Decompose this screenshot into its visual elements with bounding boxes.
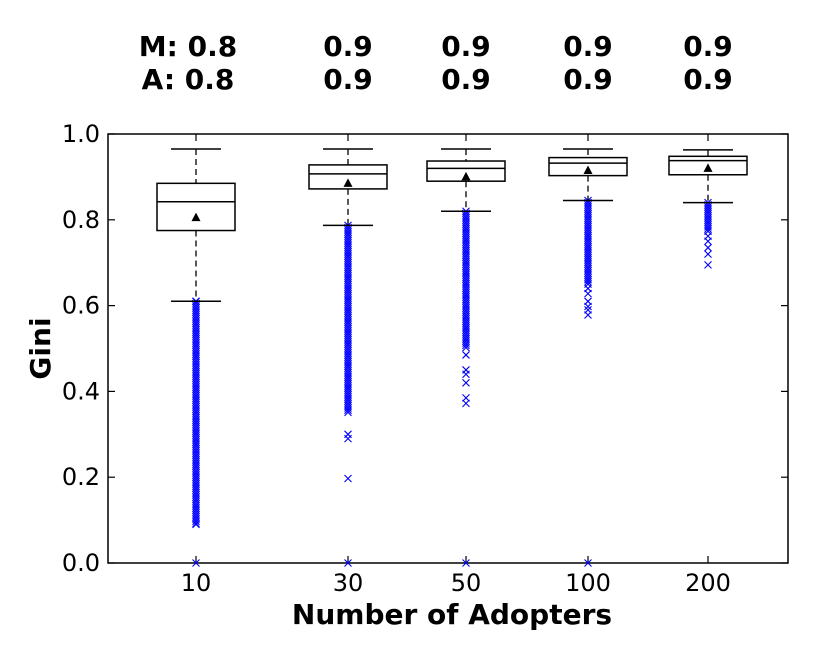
box-30 xyxy=(308,148,388,567)
y-axis-label: Gini xyxy=(24,317,57,379)
x-tick-label: 100 xyxy=(565,569,611,597)
x-tick-label: 30 xyxy=(333,569,364,597)
y-tick-label: 1.0 xyxy=(62,120,100,148)
box-10 xyxy=(156,148,236,567)
annotation-m-value: 0.9 xyxy=(323,30,373,63)
annotation-m-value: 0.9 xyxy=(683,30,733,63)
y-tick-label: 0.4 xyxy=(62,377,100,405)
outlier-point xyxy=(192,519,200,528)
y-tick-label: 0.6 xyxy=(62,292,100,320)
outlier-point xyxy=(344,430,352,439)
outlier-point xyxy=(462,343,470,352)
outlier-point xyxy=(462,393,470,402)
outlier-point xyxy=(462,341,470,350)
mean-marker xyxy=(583,165,593,174)
outlier-point xyxy=(344,559,352,567)
annotation-m-value: M: 0.8 xyxy=(139,30,237,63)
box-200 xyxy=(668,149,748,269)
y-tick-label: 0.0 xyxy=(62,549,100,577)
annotation-m-value: 0.9 xyxy=(563,30,613,63)
outlier-point xyxy=(704,232,712,240)
outlier-point xyxy=(462,366,470,374)
mean-marker xyxy=(703,163,713,172)
outlier-point xyxy=(584,297,592,306)
x-tick-label: 10 xyxy=(181,569,212,597)
outlier-point xyxy=(584,306,592,314)
outlier-point xyxy=(704,250,712,259)
box-50 xyxy=(426,148,506,567)
outlier-point xyxy=(462,559,470,567)
mean-marker xyxy=(191,212,201,222)
outlier-point xyxy=(704,243,712,252)
mean-marker xyxy=(343,178,353,187)
outlier-point xyxy=(344,406,352,415)
x-tick-label: 200 xyxy=(685,569,731,597)
box-iqr xyxy=(156,182,236,232)
box-100 xyxy=(548,148,628,567)
outlier-point xyxy=(192,559,200,567)
outlier-point xyxy=(192,520,200,529)
outlier-cluster xyxy=(462,207,470,352)
outlier-point xyxy=(584,284,592,293)
box-series xyxy=(156,148,748,567)
box-iqr xyxy=(426,160,506,182)
annotation-a-value: 0.9 xyxy=(563,63,613,96)
outlier-point xyxy=(584,278,592,286)
outlier-point xyxy=(704,225,712,233)
x-tick-label: 50 xyxy=(451,569,482,597)
y-axis: 0.0 0.2 0.4 0.6 0.8 1.0 xyxy=(62,120,788,577)
x-axis-label: Number of Adopters xyxy=(292,598,612,631)
outlier-cluster xyxy=(704,198,712,236)
outlier-cluster xyxy=(344,221,352,417)
outlier-point xyxy=(344,408,352,417)
annotation-rows: M: 0.8 0.9 0.9 0.9 0.9A: 0.8 0.9 0.9 0.9 0.9 xyxy=(139,30,733,96)
outlier-point xyxy=(584,559,592,567)
annotation-a-value: A: 0.8 xyxy=(142,63,235,96)
outlier-point xyxy=(462,378,470,387)
outlier-point xyxy=(344,474,352,483)
outlier-point xyxy=(462,351,470,359)
plot-area-frame xyxy=(107,133,789,564)
annotation-m-value: 0.9 xyxy=(441,30,491,63)
mean-marker xyxy=(461,171,471,181)
annotation-a-value: 0.9 xyxy=(683,63,733,96)
annotation-a-value: 0.9 xyxy=(441,63,491,96)
outlier-point xyxy=(192,517,200,526)
annotation-a-value: 0.9 xyxy=(323,63,373,96)
outlier-point xyxy=(462,399,470,408)
y-tick-label: 0.2 xyxy=(62,463,100,491)
outlier-cluster xyxy=(584,196,592,288)
outlier-point xyxy=(704,260,712,269)
x-axis: 10 30 50 100 200 xyxy=(181,134,731,597)
y-tick-label: 0.8 xyxy=(62,206,100,234)
outlier-cluster xyxy=(192,297,200,528)
